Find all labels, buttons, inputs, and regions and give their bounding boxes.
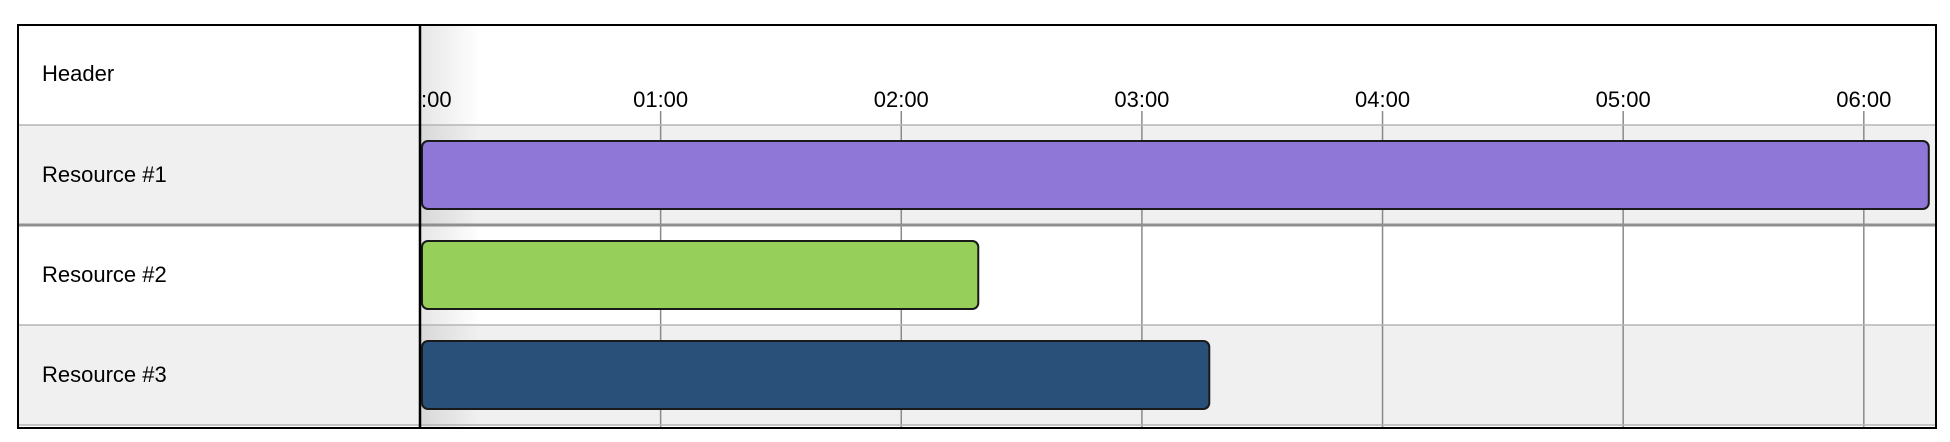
- task-bar: [421, 240, 980, 310]
- chart-frame: [17, 24, 1937, 429]
- task-bar: [421, 140, 1930, 210]
- x-tick-label: 02:00: [874, 87, 929, 112]
- x-tick-label: 03:00: [1114, 87, 1169, 112]
- x-tick-label: 05:00: [1596, 87, 1651, 112]
- header-row: [18, 25, 1936, 125]
- x-tick-label: :00: [421, 87, 452, 112]
- x-tick-label: 01:00: [633, 87, 688, 112]
- row-label: Resource #3: [42, 362, 167, 387]
- header-label: Header: [42, 61, 114, 86]
- row-label: Resource #1: [42, 162, 167, 187]
- x-tick-label: 04:00: [1355, 87, 1410, 112]
- row-label: Resource #2: [42, 262, 167, 287]
- x-tick-label: 06:00: [1836, 87, 1891, 112]
- task-bar: [421, 340, 1211, 410]
